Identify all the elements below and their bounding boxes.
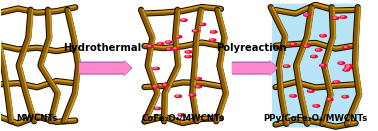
Circle shape: [176, 95, 179, 96]
Circle shape: [199, 23, 206, 26]
Circle shape: [317, 49, 319, 50]
Circle shape: [341, 16, 344, 17]
Circle shape: [304, 14, 310, 16]
Circle shape: [195, 78, 201, 80]
Circle shape: [340, 16, 347, 18]
Circle shape: [321, 65, 324, 66]
Circle shape: [343, 69, 350, 71]
Circle shape: [320, 34, 326, 37]
Circle shape: [334, 17, 336, 18]
Circle shape: [189, 94, 196, 96]
Text: MWCNTs: MWCNTs: [16, 114, 58, 122]
Circle shape: [180, 114, 182, 115]
Circle shape: [344, 69, 347, 70]
Circle shape: [186, 56, 189, 57]
Circle shape: [339, 62, 342, 63]
Circle shape: [191, 94, 193, 95]
Polygon shape: [232, 60, 277, 76]
Text: CoFe₂O₄/MWCNTs: CoFe₂O₄/MWCNTs: [141, 114, 224, 122]
Circle shape: [192, 30, 199, 32]
Circle shape: [195, 86, 201, 88]
Circle shape: [291, 95, 294, 96]
Circle shape: [147, 45, 153, 47]
Circle shape: [333, 81, 340, 83]
Circle shape: [327, 98, 333, 101]
Circle shape: [303, 45, 310, 47]
Circle shape: [311, 55, 317, 58]
Circle shape: [320, 64, 326, 67]
Circle shape: [186, 51, 189, 52]
Circle shape: [346, 67, 349, 68]
Circle shape: [332, 17, 339, 19]
Circle shape: [290, 43, 297, 45]
Circle shape: [335, 81, 337, 82]
Polygon shape: [79, 60, 132, 76]
Text: Polyreaction: Polyreaction: [216, 43, 286, 53]
Circle shape: [347, 65, 349, 66]
Polygon shape: [79, 60, 133, 76]
Circle shape: [307, 90, 314, 92]
Circle shape: [148, 45, 150, 46]
Circle shape: [314, 105, 317, 106]
Text: Hydrothermal: Hydrothermal: [63, 43, 141, 53]
Circle shape: [194, 30, 196, 31]
Circle shape: [196, 78, 198, 79]
Circle shape: [196, 86, 199, 87]
Circle shape: [345, 67, 351, 69]
Circle shape: [309, 90, 311, 91]
Circle shape: [158, 43, 161, 44]
Circle shape: [291, 43, 294, 44]
Circle shape: [154, 107, 161, 110]
Circle shape: [344, 46, 347, 47]
Circle shape: [305, 14, 308, 15]
Circle shape: [175, 95, 181, 97]
Circle shape: [177, 36, 179, 37]
Circle shape: [154, 68, 156, 69]
Circle shape: [338, 62, 345, 64]
Circle shape: [162, 84, 169, 86]
Circle shape: [290, 95, 296, 97]
Circle shape: [211, 39, 213, 40]
Circle shape: [185, 51, 192, 53]
Circle shape: [167, 41, 169, 42]
Circle shape: [166, 48, 172, 50]
Circle shape: [209, 39, 216, 41]
Circle shape: [342, 95, 349, 98]
Circle shape: [343, 46, 350, 48]
Circle shape: [285, 65, 287, 66]
Circle shape: [164, 84, 166, 85]
Circle shape: [165, 41, 172, 43]
Circle shape: [174, 48, 176, 49]
Circle shape: [182, 19, 184, 20]
Circle shape: [178, 114, 184, 116]
Circle shape: [175, 36, 181, 38]
Circle shape: [172, 47, 179, 50]
Circle shape: [321, 35, 324, 36]
Circle shape: [313, 105, 320, 107]
Circle shape: [315, 49, 322, 51]
Circle shape: [157, 43, 164, 45]
Polygon shape: [232, 60, 278, 76]
Text: PPy/CoFe₂O₄/MWCNTs: PPy/CoFe₂O₄/MWCNTs: [263, 114, 368, 122]
Circle shape: [212, 31, 214, 32]
Circle shape: [167, 48, 170, 49]
Circle shape: [328, 99, 330, 100]
Circle shape: [152, 86, 159, 88]
Circle shape: [343, 96, 346, 97]
Circle shape: [153, 86, 156, 87]
Circle shape: [153, 67, 160, 70]
Circle shape: [305, 45, 307, 46]
Circle shape: [211, 31, 217, 33]
FancyBboxPatch shape: [272, 4, 359, 127]
Circle shape: [185, 55, 191, 58]
Circle shape: [181, 19, 187, 21]
Circle shape: [346, 65, 352, 68]
Circle shape: [345, 65, 352, 67]
Circle shape: [284, 65, 290, 67]
